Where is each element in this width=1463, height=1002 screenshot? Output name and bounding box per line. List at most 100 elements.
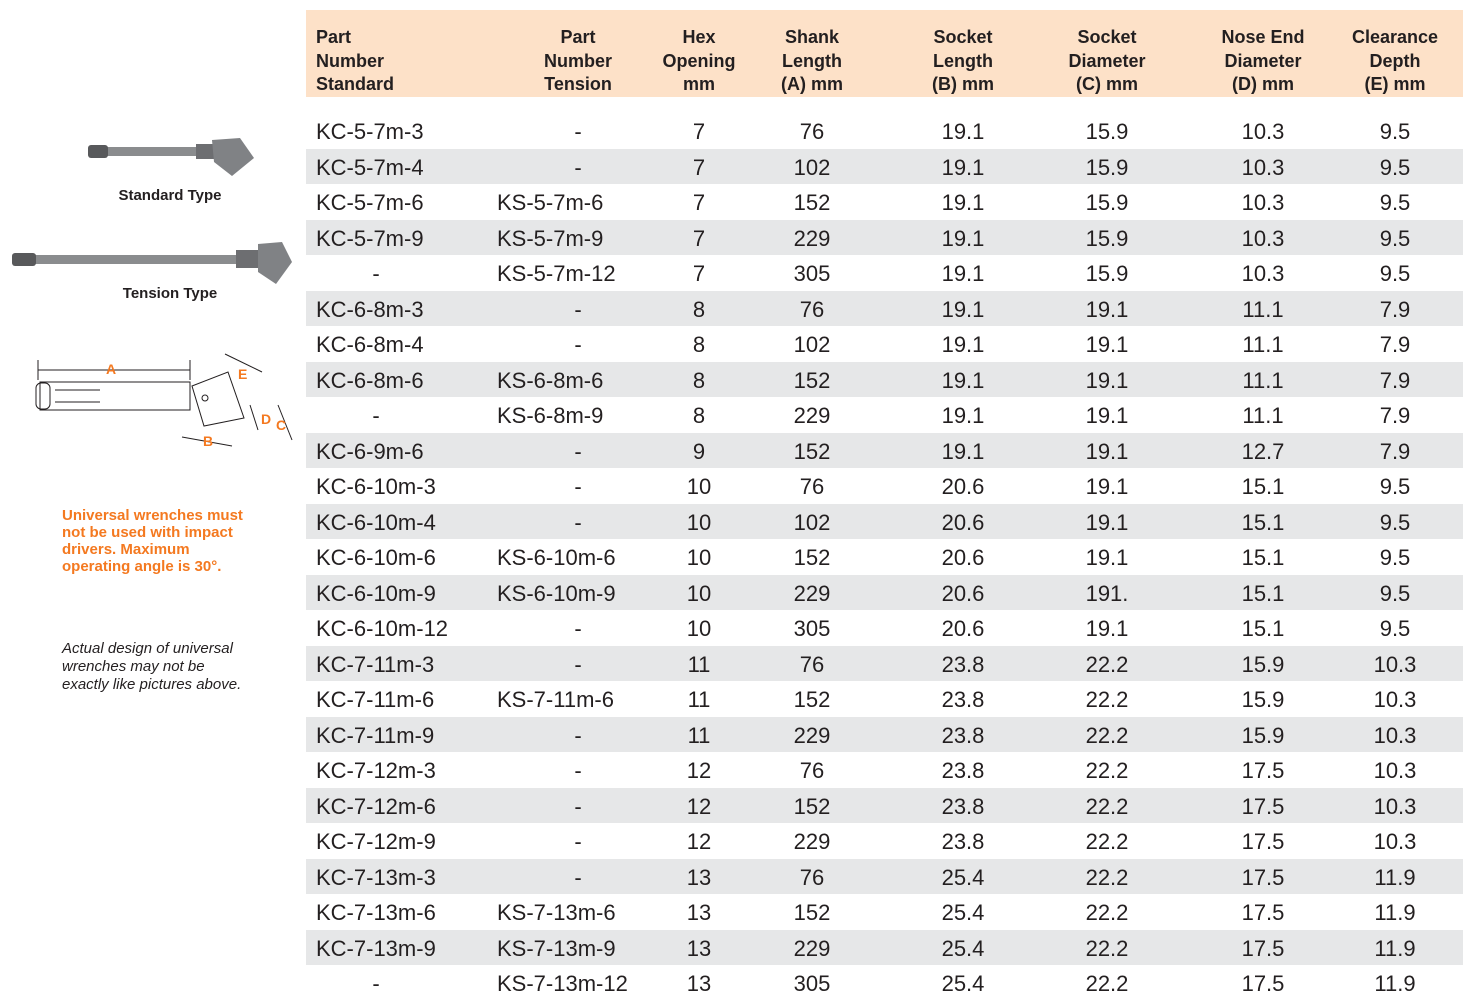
table-cell: 7.9 bbox=[1379, 367, 1411, 393]
standard-wrench bbox=[88, 138, 254, 176]
table-cell: 22.2 bbox=[1085, 651, 1129, 677]
table-row: KC-6-8m-3 - 8 76 19.1 19.1 11.1 7.9 bbox=[306, 290, 1463, 326]
table-cell: 19.1 bbox=[941, 190, 985, 215]
table-cell: 11.1 bbox=[1242, 367, 1284, 393]
table-cell: 76 bbox=[799, 651, 825, 677]
table-cell: 22.2 bbox=[1085, 722, 1129, 748]
table-cell: 15.1 bbox=[1241, 580, 1285, 606]
table-cell: KS-6-10m-6 bbox=[497, 545, 616, 570]
table-cell: 152 bbox=[793, 687, 831, 712]
table-cell: KC-6-10m-4 bbox=[316, 509, 436, 535]
table-cell: 7 bbox=[692, 190, 706, 215]
table-cell: 10.3 bbox=[1241, 119, 1285, 144]
table-cell: 25.4 bbox=[941, 864, 985, 890]
table-cell: 15.9 bbox=[1241, 722, 1285, 748]
table-cell: 8 bbox=[692, 367, 706, 393]
table-cell: 11 bbox=[687, 687, 711, 712]
table-row: KC-6-10m-12 - 10 305 20.6 19.1 15.1 9.5 bbox=[306, 610, 1463, 646]
table-cell: 19.1 bbox=[1085, 332, 1129, 357]
header-line: Part bbox=[316, 27, 352, 47]
table-cell: 12 bbox=[686, 829, 712, 854]
table-cell: 15.9 bbox=[1241, 651, 1285, 677]
table-cell: 11.9 bbox=[1374, 900, 1416, 925]
table-cell: 8 bbox=[692, 332, 706, 357]
table-cell: 23.8 bbox=[941, 829, 985, 854]
table-cell: KC-7-12m-6 bbox=[316, 793, 436, 819]
table-row: KC-5-7m-3 - 7 76 19.1 15.9 10.3 9.5 bbox=[306, 113, 1463, 149]
table-cell: 19.1 bbox=[941, 438, 985, 464]
table-cell: 8 bbox=[692, 296, 706, 322]
table-cell: KC-7-11m-3 bbox=[316, 651, 435, 677]
table-cell: 7.9 bbox=[1379, 438, 1411, 464]
table-cell: KC-5-7m-3 bbox=[316, 119, 424, 144]
table-row: KC-7-12m-9 - 12 229 23.8 22.2 17.5 10.3 bbox=[306, 823, 1463, 859]
table-cell: 76 bbox=[799, 758, 825, 783]
table-cell: 15.1 bbox=[1241, 545, 1285, 570]
standard-label: Standard Type bbox=[118, 187, 222, 204]
table-cell: 11.9 bbox=[1374, 971, 1416, 996]
table-cell: 9.5 bbox=[1379, 545, 1411, 570]
table-cell: 305 bbox=[793, 261, 831, 286]
table-cell: 19.1 bbox=[941, 403, 985, 428]
table-cell: - bbox=[574, 651, 582, 677]
table-cell: 17.5 bbox=[1241, 900, 1285, 925]
table-cell: 10.3 bbox=[1373, 793, 1417, 819]
header-line: Diameter bbox=[1068, 50, 1146, 71]
table-cell: 13 bbox=[686, 864, 712, 890]
table-row: - KS-6-8m-9 8 229 19.1 19.1 11.1 7.9 bbox=[306, 397, 1463, 433]
table-cell: 76 bbox=[799, 296, 825, 322]
table-row: - KS-7-13m-12 13 305 25.4 22.2 17.5 11.9 bbox=[306, 965, 1463, 1001]
table-cell: 9.5 bbox=[1379, 190, 1411, 215]
table-cell: - bbox=[574, 758, 582, 783]
table-row: KC-7-11m-6 KS-7-11m-6 11 152 23.8 22.2 15.9 10.… bbox=[306, 681, 1463, 717]
header-line: Socket bbox=[933, 27, 993, 47]
table-cell: 22.2 bbox=[1085, 935, 1129, 961]
column-header: Shank Length (A) mm bbox=[732, 26, 892, 97]
table-cell: 25.4 bbox=[941, 935, 985, 961]
column-header: Part Number Tension bbox=[498, 26, 658, 97]
dim-label: D bbox=[261, 411, 271, 427]
table-cell: KS-7-13m-12 bbox=[497, 971, 628, 996]
table-cell: 22.2 bbox=[1085, 793, 1129, 819]
table-cell: 19.1 bbox=[1085, 403, 1129, 428]
header-line: Part bbox=[560, 27, 596, 47]
table-cell: 15.1 bbox=[1241, 474, 1285, 499]
table-cell: 10 bbox=[686, 474, 712, 499]
table-cell: KC-6-10m-3 bbox=[316, 474, 436, 499]
table-cell: 15.9 bbox=[1085, 225, 1129, 251]
table-cell: KS-6-8m-6 bbox=[497, 367, 604, 393]
table-cell: 17.5 bbox=[1241, 793, 1285, 819]
warning: Universal wrenches must not be used with… bbox=[62, 507, 243, 575]
table-cell: 229 bbox=[793, 722, 831, 748]
header-line: Clearance bbox=[1351, 27, 1439, 47]
table-row: KC-6-10m-3 - 10 76 20.6 19.1 15.1 9.5 bbox=[306, 468, 1463, 504]
table-cell: - bbox=[574, 332, 582, 357]
table-cell: KC-7-11m-6 bbox=[316, 687, 435, 712]
table-cell: 9.5 bbox=[1379, 616, 1411, 641]
table-cell: 12.7 bbox=[1241, 438, 1285, 464]
table-cell: KS-7-13m-9 bbox=[497, 935, 616, 961]
table-header: Part Number Standard Part Number Tension Hex Op… bbox=[306, 10, 1463, 97]
table-cell: 15.9 bbox=[1085, 154, 1129, 180]
table-cell: 10 bbox=[686, 616, 712, 641]
table-cell: 13 bbox=[686, 900, 712, 925]
dim-label: B bbox=[203, 433, 213, 449]
table-cell: KC-6-10m-12 bbox=[316, 616, 449, 641]
table-cell: 102 bbox=[793, 509, 831, 535]
dim-label: E bbox=[238, 366, 247, 382]
header-line: (D) mm bbox=[1232, 74, 1294, 94]
table-cell: 10.3 bbox=[1241, 261, 1285, 286]
table-cell: 102 bbox=[793, 154, 831, 180]
table-cell: KC-7-12m-3 bbox=[316, 758, 436, 783]
table-cell: - bbox=[574, 722, 582, 748]
header-line: Length bbox=[933, 50, 993, 71]
table-cell: 152 bbox=[793, 438, 831, 464]
table-cell: 15.9 bbox=[1085, 119, 1129, 144]
table-row: KC-7-12m-3 - 12 76 23.8 22.2 17.5 10.3 bbox=[306, 752, 1463, 788]
table-cell: 229 bbox=[793, 829, 831, 854]
table-cell: 7 bbox=[692, 119, 706, 144]
table-row: KC-6-8m-4 - 8 102 19.1 19.1 11.1 7.9 bbox=[306, 326, 1463, 362]
table-cell: 9.5 bbox=[1379, 261, 1411, 286]
table-cell: 11.1 bbox=[1242, 296, 1284, 322]
